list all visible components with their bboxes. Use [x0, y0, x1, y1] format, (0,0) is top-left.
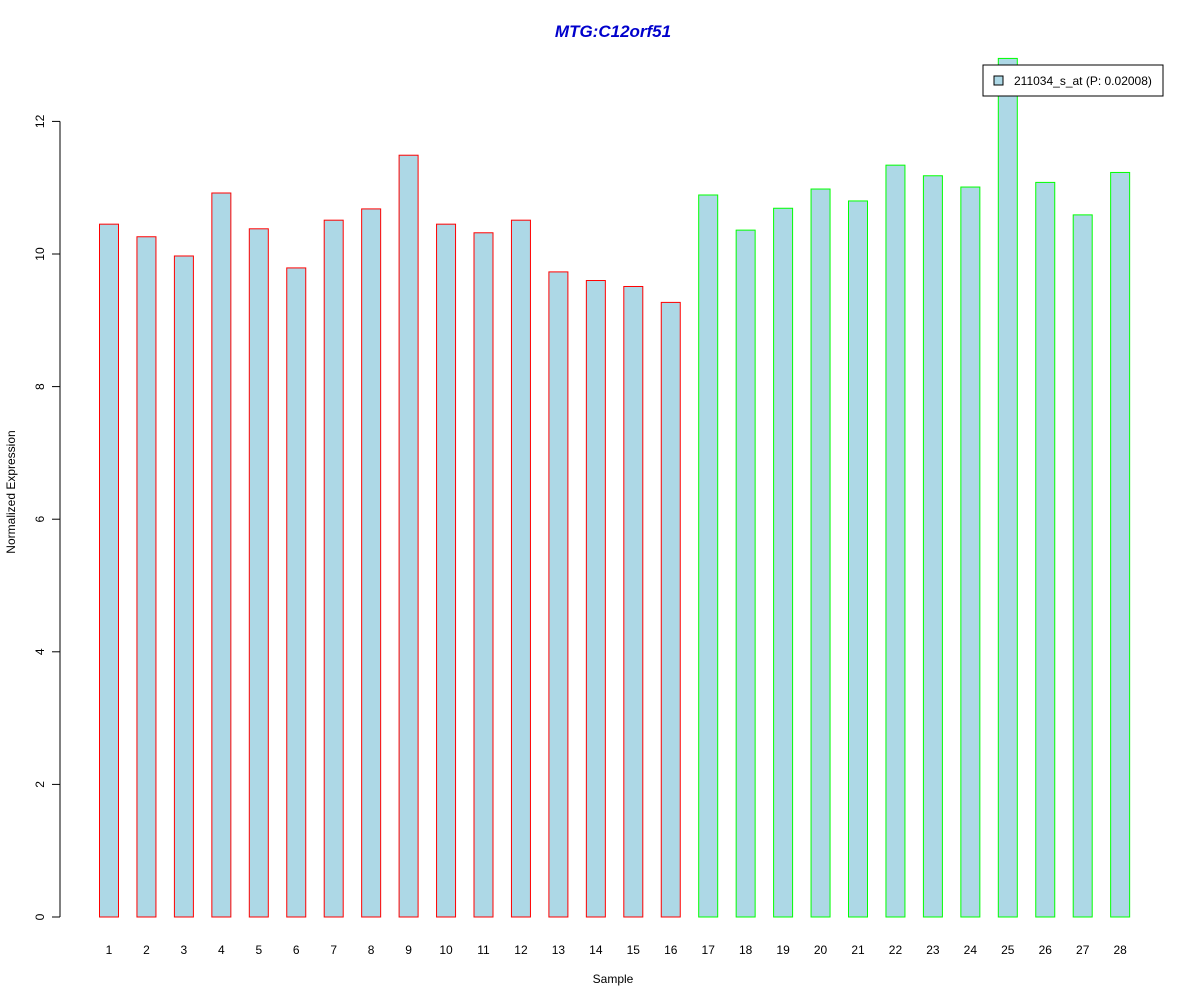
x-tick-label: 9 — [405, 943, 412, 957]
bar-sample-17 — [698, 194, 719, 918]
x-tick-label: 14 — [589, 943, 603, 957]
bar-sample-12 — [510, 219, 531, 918]
x-tick-label: 13 — [552, 943, 566, 957]
y-tick-label: 0 — [33, 913, 47, 920]
bars — [99, 57, 1131, 918]
x-tick-label: 28 — [1113, 943, 1127, 957]
x-tick-label: 18 — [739, 943, 753, 957]
x-tick-label: 15 — [627, 943, 641, 957]
bar-sample-7 — [323, 219, 344, 918]
y-tick-label: 12 — [33, 114, 47, 128]
x-tick-label: 27 — [1076, 943, 1090, 957]
y-tick-label: 8 — [33, 383, 47, 390]
y-tick-label: 6 — [33, 516, 47, 523]
bar-sample-20 — [810, 188, 831, 918]
x-tick-label: 8 — [368, 943, 375, 957]
x-tick-label: 24 — [964, 943, 978, 957]
bar-sample-13 — [548, 271, 569, 918]
x-tick-label: 25 — [1001, 943, 1015, 957]
bar-sample-11 — [473, 232, 494, 918]
legend-entry-label: 211034_s_at (P: 0.02008) — [1014, 74, 1152, 88]
x-tick-label: 3 — [181, 943, 188, 957]
x-tick-label: 26 — [1039, 943, 1053, 957]
x-tick-label: 19 — [776, 943, 790, 957]
x-tick-label: 12 — [514, 943, 528, 957]
bar-sample-15 — [623, 285, 644, 918]
bar-sample-23 — [922, 175, 943, 918]
bar-sample-2 — [136, 236, 157, 918]
x-tick-label: 1 — [106, 943, 113, 957]
y-axis: 0 2 4 6 8 10 12 — [33, 114, 61, 920]
bar-sample-3 — [173, 255, 194, 918]
bar-sample-18 — [735, 229, 756, 918]
y-axis-label: Normalized Expression — [4, 430, 18, 553]
bar-sample-22 — [885, 164, 906, 918]
y-tick-label: 10 — [33, 247, 47, 261]
y-tick-label: 2 — [33, 781, 47, 788]
x-tick-label: 21 — [851, 943, 865, 957]
legend-swatch — [993, 75, 1004, 86]
bar-sample-8 — [361, 208, 382, 918]
x-tick-label: 23 — [926, 943, 940, 957]
bar-sample-5 — [248, 228, 269, 918]
bar-sample-9 — [398, 154, 419, 918]
x-tick-label: 22 — [889, 943, 903, 957]
x-tick-label: 10 — [439, 943, 453, 957]
bar-sample-21 — [848, 200, 868, 918]
x-axis-label: Sample — [593, 972, 634, 986]
x-tick-label: 5 — [255, 943, 262, 957]
x-tick-label: 17 — [702, 943, 716, 957]
bar-sample-6 — [286, 267, 307, 918]
x-tick-label: 2 — [143, 943, 150, 957]
x-tick-label: 16 — [664, 943, 678, 957]
legend-box — [982, 64, 1164, 97]
x-tick-label: 4 — [218, 943, 225, 957]
bar-sample-10 — [436, 223, 457, 918]
bar-sample-19 — [773, 207, 794, 918]
bar-sample-24 — [960, 186, 981, 918]
x-tick-labels: 1 2 3 4 5 6 7 8 9 10 11 12 13 14 15 16 17 18 19 20 21 22 23 24 2… — [106, 943, 1127, 957]
bar-sample-25 — [997, 57, 1018, 918]
y-tick-label: 4 — [33, 648, 47, 655]
x-tick-label: 11 — [477, 943, 490, 957]
legend: 211034_s_at (P: 0.02008) — [982, 64, 1164, 97]
bar-sample-26 — [1035, 181, 1056, 918]
bar-sample-27 — [1072, 214, 1093, 918]
x-tick-label: 7 — [330, 943, 337, 957]
bar-sample-28 — [1110, 171, 1131, 918]
bar-sample-16 — [660, 301, 681, 918]
x-tick-label: 6 — [293, 943, 300, 957]
chart-title: MTG:C12orf51 — [555, 22, 671, 41]
x-tick-label: 20 — [814, 943, 828, 957]
bar-sample-4 — [211, 192, 232, 918]
bar-sample-14 — [585, 280, 606, 918]
bar-sample-1 — [99, 223, 119, 918]
